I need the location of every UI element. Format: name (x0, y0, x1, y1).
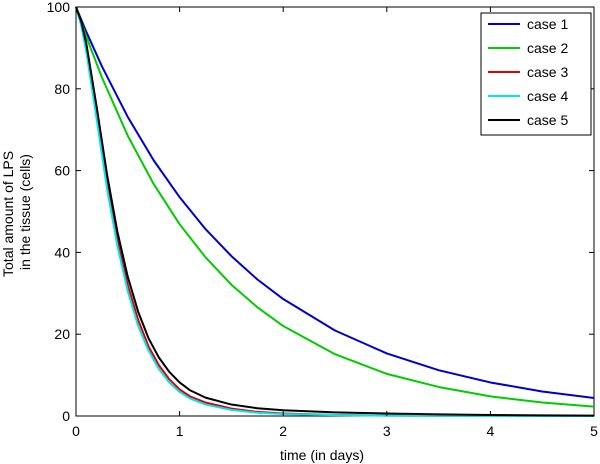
legend-label: case 4 (527, 88, 568, 104)
series-line-case-2 (75, 6, 595, 408)
legend-label: case 5 (527, 112, 568, 128)
x-tick-label: 0 (72, 423, 80, 439)
y-axis-label-line-1: Total amount of LPS (0, 151, 16, 277)
legend-box (480, 12, 592, 136)
legend-label: case 1 (527, 16, 568, 32)
x-tick-label: 1 (176, 423, 184, 439)
series-line-case-4 (75, 6, 594, 417)
y-tick-label: 60 (54, 163, 70, 179)
y-tick-label: 80 (54, 81, 70, 97)
y-tick-label: 40 (54, 244, 70, 260)
series-line-case-5 (75, 6, 595, 417)
y-axis-label-line-2: in the tissue (cells) (17, 154, 33, 270)
x-tick-label: 2 (279, 423, 287, 439)
y-tick-label: 20 (54, 326, 70, 342)
x-tick-label: 3 (383, 423, 391, 439)
tick-layer: 0 1 2 3 4 5 0 20 40 60 80 100 (47, 0, 598, 439)
legend: case 1 case 2 case 3 case 4 case 5 (480, 12, 592, 136)
series-line-case-1 (75, 6, 595, 399)
x-axis-label: time (in days) (280, 447, 364, 463)
x-tick-label: 4 (487, 423, 495, 439)
y-tick-label: 0 (62, 408, 70, 424)
series-layer (75, 6, 595, 417)
legend-label: case 3 (527, 64, 568, 80)
y-axis-label: Total amount of LPS in the tissue (cells… (0, 147, 33, 277)
x-tick-label: 5 (590, 423, 598, 439)
legend-label: case 2 (527, 40, 568, 56)
y-tick-label: 100 (47, 0, 71, 15)
